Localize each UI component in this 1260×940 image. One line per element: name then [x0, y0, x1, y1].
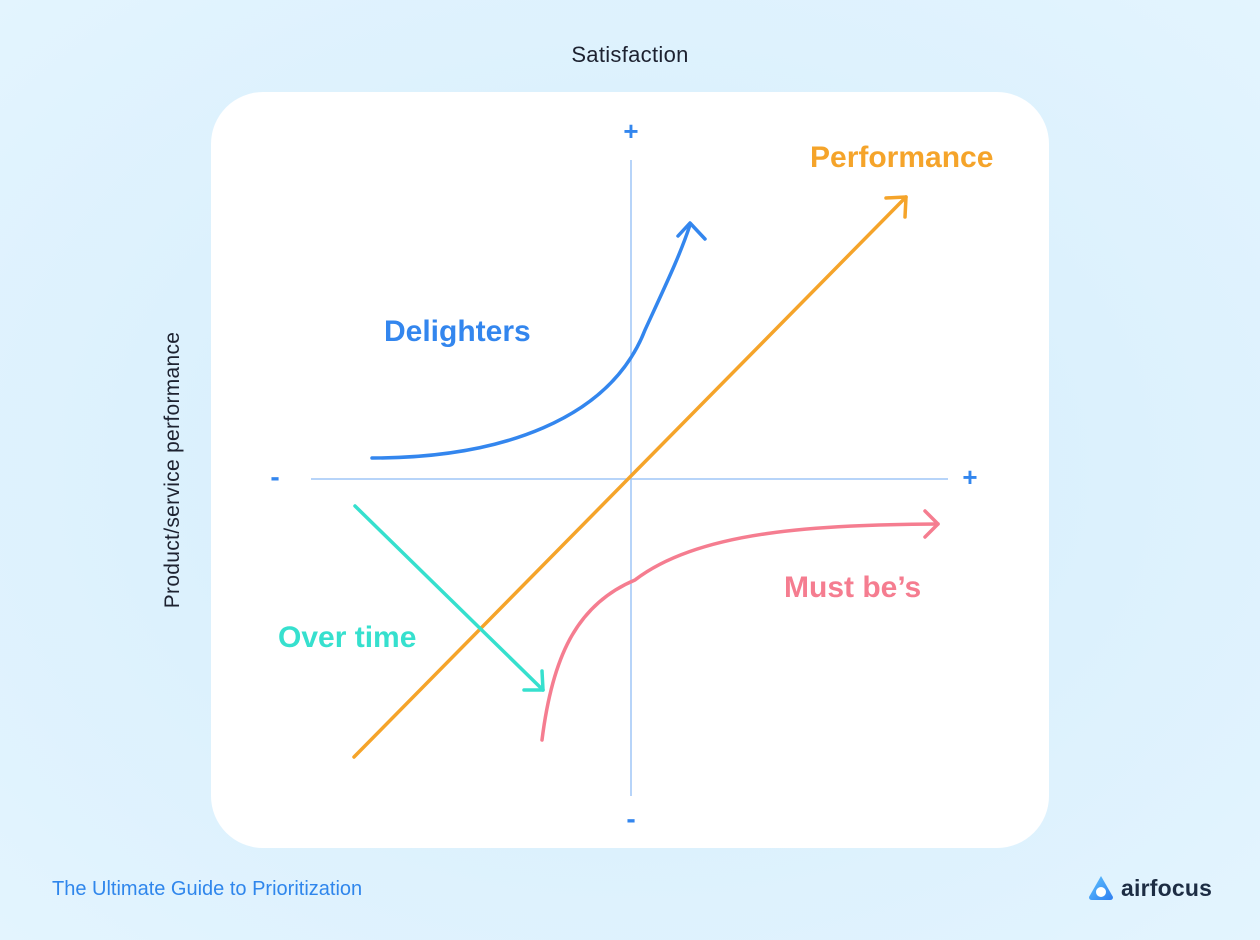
diagram-card	[211, 92, 1049, 848]
delighters-curve	[370, 221, 707, 460]
guide-title: The Ultimate Guide to Prioritization	[52, 878, 363, 900]
brand-name: airfocus	[1121, 874, 1213, 901]
performance-curve	[352, 195, 908, 759]
must-bes-arrowhead	[923, 509, 940, 539]
x-axis-label: Satisfaction	[571, 42, 689, 67]
must-bes-curve	[540, 509, 940, 742]
vertical-axis-bottom-sign: -	[626, 803, 635, 834]
vertical-axis-top-sign: +	[623, 116, 638, 146]
over-time-arrowhead	[522, 669, 545, 692]
brand: airfocus	[1088, 872, 1212, 904]
horizontal-axis-left-sign: -	[270, 461, 279, 492]
delighters-arrowhead	[676, 221, 707, 241]
must-bes-label: Must be’s	[784, 571, 921, 604]
performance-arrowhead	[884, 195, 908, 219]
over-time-label: Over time	[278, 621, 416, 654]
over-time-arrow	[353, 504, 545, 692]
horizontal-axis-right-sign: +	[962, 462, 977, 492]
performance-label: Performance	[810, 141, 993, 174]
airfocus-logo-icon	[1089, 876, 1113, 900]
delighters-label: Delighters	[384, 315, 531, 348]
